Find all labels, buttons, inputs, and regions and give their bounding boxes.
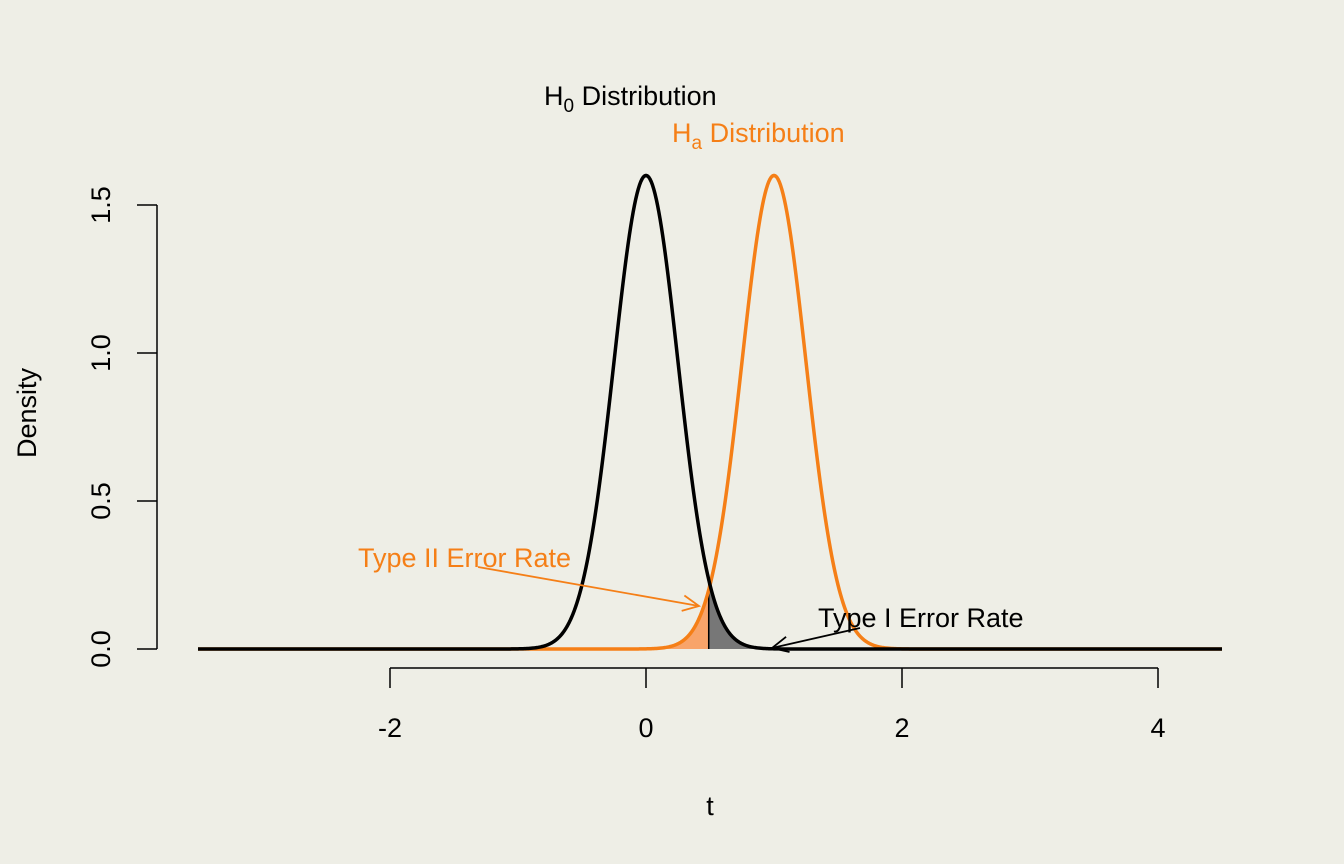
annotations — [477, 566, 861, 653]
type1-error-arrow — [769, 627, 861, 653]
type1-error-arrow-shaft — [771, 627, 861, 649]
y-tick-label: 1.5 — [86, 186, 116, 224]
type2-error-arrow-shaft — [477, 566, 700, 607]
type2-error-label: Type II Error Rate — [358, 543, 571, 573]
x-tick-label: 0 — [638, 713, 653, 743]
x-axis-label: t — [706, 791, 714, 821]
type1-error-arrow-head — [769, 636, 790, 653]
type1-error-label: Type I Error Rate — [818, 603, 1024, 633]
ha-label-rest: Distribution — [702, 118, 845, 148]
x-tick-label: 4 — [1150, 713, 1165, 743]
ha-label-sub: a — [692, 133, 703, 154]
y-tick-label: 1.0 — [86, 334, 116, 372]
h0-label-rest: Distribution — [574, 81, 717, 111]
type2-error-arrow-head — [681, 594, 702, 612]
ha-distribution-label: Ha Distribution — [672, 118, 845, 154]
ha-label-main: H — [672, 118, 692, 148]
x-axis: -2 0 2 4 — [378, 667, 1166, 743]
y-axis: 0.0 0.5 1.0 1.5 — [86, 186, 158, 668]
h0-label-sub: 0 — [564, 96, 575, 117]
h0-distribution-label: H0 Distribution — [544, 81, 717, 117]
h0-density-curve — [197, 173, 1223, 651]
x-tick-label: 2 — [894, 713, 909, 743]
h0-label-main: H — [544, 81, 564, 111]
y-axis-label: Density — [12, 367, 42, 458]
curves — [197, 173, 1223, 651]
y-tick-label: 0.0 — [86, 630, 116, 668]
type2-error-arrow — [477, 566, 702, 612]
y-tick-label: 0.5 — [86, 482, 116, 520]
type2-error-area — [198, 589, 709, 649]
x-tick-label: -2 — [378, 713, 402, 743]
